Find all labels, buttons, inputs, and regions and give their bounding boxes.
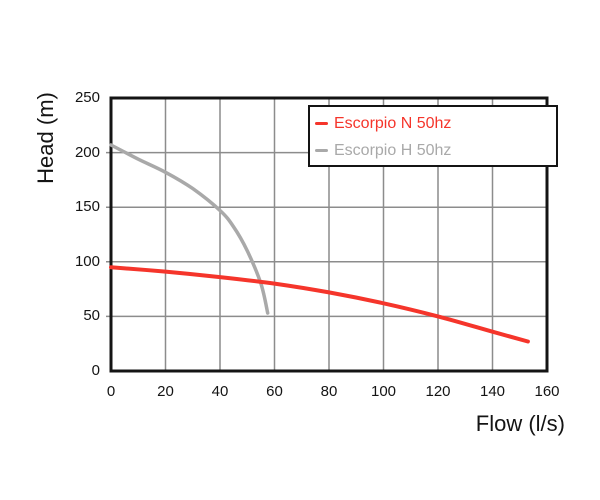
- y-tick-label: 50: [83, 307, 100, 325]
- series-escorpio-n-curve: [109, 265, 530, 344]
- x-tick-label: 80: [320, 383, 338, 400]
- series-escorpio-h-curve: [109, 143, 270, 315]
- legend-item-escorpio-n: Escorpio N 50hz: [315, 110, 556, 137]
- y-tick-label: 200: [74, 143, 100, 161]
- y-tick-label: 150: [74, 198, 100, 216]
- legend-box: Escorpio N 50hz Escorpio H 50hz: [308, 105, 558, 167]
- y-tick-label: 250: [74, 89, 100, 106]
- x-axis-title: Flow (l/s): [475, 411, 565, 436]
- y-tick-label: 0: [91, 362, 100, 379]
- legend-item-label: Escorpio H 50hz: [334, 141, 452, 159]
- legend-item-escorpio-h: Escorpio H 50hz: [315, 137, 556, 164]
- legend-item-label: Escorpio N 50hz: [334, 114, 452, 132]
- x-tick-label: 120: [425, 383, 451, 400]
- legend-dash-icon: [315, 122, 328, 125]
- y-tick-label: 100: [74, 252, 100, 270]
- x-tick-label: 140: [479, 383, 506, 400]
- x-tick-label: 160: [534, 383, 560, 400]
- x-tick-label: 60: [266, 383, 283, 400]
- legend-dash-icon: [315, 149, 328, 152]
- x-tick-label: 40: [211, 383, 229, 400]
- x-tick-label: 20: [157, 383, 174, 400]
- x-tick-label: 0: [106, 383, 116, 400]
- x-tick-label: 100: [370, 383, 397, 400]
- plot-border: [109, 96, 549, 373]
